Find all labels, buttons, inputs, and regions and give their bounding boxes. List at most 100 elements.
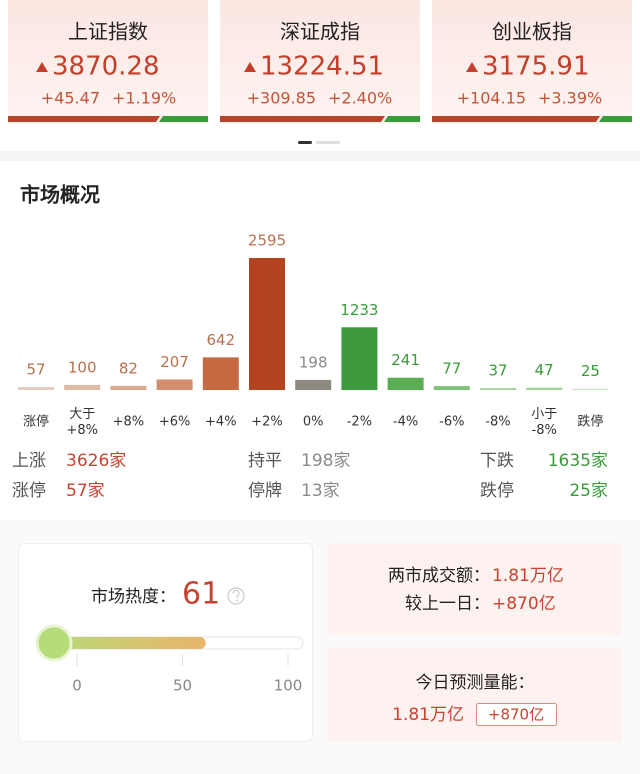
heat-gauge: 0 50 100 (35, 624, 303, 695)
help-icon[interactable] (227, 587, 245, 605)
summary-value: 3626家 (66, 451, 126, 471)
summary-label: 跌停 (480, 481, 514, 501)
bar (433, 386, 470, 390)
summary-label: 涨停 (12, 481, 46, 501)
index-card[interactable]: 上证指数 3870.28 +45.47 +1.19% (8, 0, 208, 124)
index-card[interactable]: 创业板指 3175.91 +104.15 +3.39% (432, 0, 632, 124)
category-label: 涨停 (23, 414, 49, 430)
turnover-change-label: 较上一日： (405, 594, 490, 614)
card-bg (220, 0, 420, 124)
bar (202, 357, 239, 390)
card-bg (432, 0, 632, 124)
summary-label: 持平 (248, 451, 282, 471)
bar (295, 379, 332, 390)
summary-label: 停牌 (248, 481, 282, 501)
index-change: +309.85 (247, 89, 316, 108)
category-label: -2% (347, 415, 372, 430)
summary-label: 下跌 (480, 451, 514, 471)
value-label: 25 (581, 362, 600, 380)
index-value: 3870.28 (52, 52, 160, 82)
category-label: +2% (251, 415, 283, 430)
summary-value: 1635家 (548, 451, 608, 471)
up-arrow (36, 62, 48, 72)
separator (0, 151, 640, 161)
bar (249, 258, 285, 390)
card-stripe (220, 116, 385, 122)
index-value: 3175.91 (482, 52, 590, 82)
value-label: 1233 (340, 301, 378, 319)
turnover-card (328, 543, 622, 635)
page-dot (316, 141, 340, 144)
bar (110, 385, 147, 390)
category-label: +8% (113, 415, 145, 430)
tick-label: 50 (173, 677, 192, 695)
bar (387, 377, 424, 390)
bar (526, 387, 563, 390)
category-label: 0% (303, 415, 324, 430)
index-change: +104.15 (457, 89, 526, 108)
turnover-label: 两市成交额： (388, 566, 490, 586)
value-label: 82 (119, 359, 138, 377)
bar (480, 388, 516, 390)
index-change-pct: +1.19% (112, 89, 176, 108)
category-label: -4% (393, 415, 418, 430)
index-change: +45.47 (41, 89, 100, 108)
category-label: -8% (485, 415, 510, 430)
value-label: 198 (299, 353, 328, 371)
summary-value: 13家 (301, 481, 340, 501)
summary-label: 上涨 (12, 451, 46, 471)
bar (341, 327, 378, 390)
summary-value: 57家 (66, 481, 105, 501)
distribution-chart: 57 涨停 100 大于+8% 82 +8% 207 +6% 642 +4% 2595 +2% 198 0… (18, 232, 609, 438)
value-label: 47 (535, 361, 554, 379)
heat-knob (35, 624, 73, 662)
card-bg (8, 0, 208, 124)
category-label: +4% (205, 415, 237, 430)
category-label: 小于-8% (531, 406, 557, 437)
value-label: 100 (68, 358, 97, 376)
tick-label: 0 (72, 677, 82, 695)
index-change-pct: +2.40% (328, 89, 392, 108)
index-name: 创业板指 (492, 20, 572, 44)
card-stripe (432, 116, 600, 122)
index-card[interactable]: 深证成指 13224.51 +309.85 +2.40% (220, 0, 420, 124)
value-label: 207 (160, 353, 189, 371)
bar (156, 379, 193, 390)
heat-label: 市场热度： (91, 587, 176, 607)
section-title: 市场概况 (20, 183, 100, 207)
category-label: -6% (439, 415, 464, 430)
summary-value: 198家 (301, 451, 350, 471)
card-stripe (599, 116, 632, 122)
value-label: 57 (26, 361, 45, 379)
card-stripe (159, 116, 208, 122)
value-label: 37 (488, 362, 507, 380)
value-label: 241 (391, 351, 420, 369)
tick-label: 100 (274, 677, 303, 695)
card-stripe (8, 116, 160, 122)
turnover-value: 1.81万亿 (492, 566, 564, 586)
up-arrow (244, 62, 256, 72)
index-name: 深证成指 (280, 20, 360, 44)
forecast-label: 今日预测量能： (416, 673, 535, 693)
index-change-pct: +3.39% (538, 89, 602, 108)
up-arrow (466, 62, 478, 72)
category-label: 跌停 (577, 414, 603, 430)
summary-value: 25家 (569, 481, 608, 501)
bar (572, 388, 609, 390)
bar (64, 384, 101, 390)
category-label: 大于+8% (66, 406, 98, 437)
bar (18, 387, 54, 390)
heat-value: 61 (182, 577, 220, 612)
category-label: +6% (159, 415, 191, 430)
page-dot-active (298, 141, 312, 144)
forecast-card (328, 648, 622, 742)
value-label: 642 (206, 331, 235, 349)
forecast-change: +870亿 (488, 706, 544, 724)
forecast-badge (476, 703, 557, 726)
value-label: 2595 (248, 232, 286, 250)
card-stripe (384, 116, 420, 122)
index-value: 13224.51 (260, 52, 384, 82)
